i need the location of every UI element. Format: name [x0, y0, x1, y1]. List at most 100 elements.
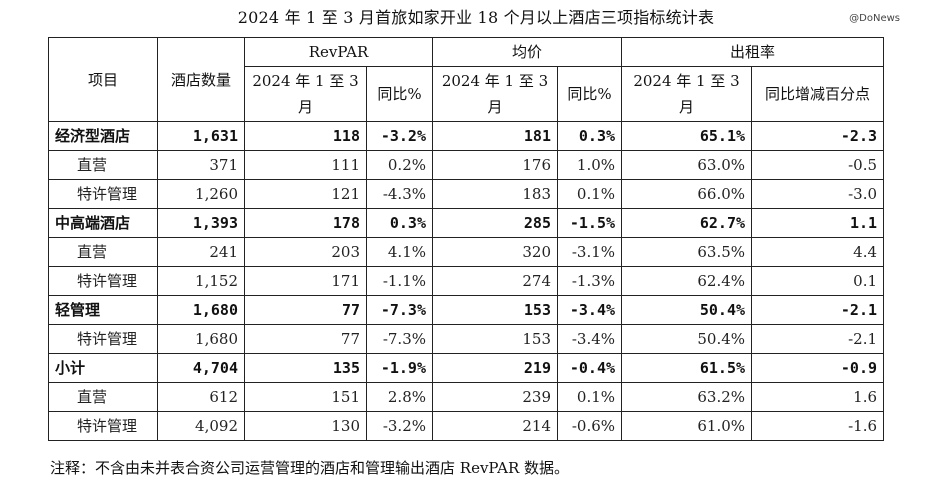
revpar-value-cell: 178	[244, 208, 367, 238]
occupancy-yoy-cell: -2.1	[751, 295, 885, 325]
price-value-cell: 153	[432, 295, 558, 325]
occupancy-value-cell: 50.4%	[621, 295, 753, 325]
occupancy-value-cell: 61.5%	[621, 353, 753, 383]
price-value-cell: 153	[432, 324, 558, 354]
price-yoy-cell: -0.4%	[556, 353, 623, 383]
hotel-count-cell: 241	[157, 237, 245, 267]
hotel-count-cell: 1,680	[157, 324, 245, 354]
revpar-value-cell: 118	[244, 121, 367, 151]
row-name-cell: 轻管理	[48, 295, 158, 325]
hotel-count-cell: 1,680	[157, 295, 245, 325]
header-revpar-period: 2024 年 1 至 3 月	[244, 66, 367, 122]
category-row: 轻管理 1,680 77 -7.3% 153 -3.4% 50.4% -2.1	[48, 295, 885, 325]
occupancy-value-cell: 61.0%	[621, 411, 753, 441]
revpar-yoy-cell: -1.9%	[366, 353, 433, 383]
row-name-cell: 直营	[48, 150, 158, 180]
category-row: 中高端酒店 1,393 178 0.3% 285 -1.5% 62.7% 1.1	[48, 208, 885, 238]
occupancy-yoy-cell: 4.4	[751, 237, 885, 267]
row-name-cell: 特许管理	[48, 179, 158, 209]
revpar-value-cell: 203	[244, 237, 367, 267]
price-yoy-cell: 1.0%	[556, 150, 623, 180]
table-row: 特许管理 4,092 130 -3.2% 214 -0.6% 61.0% -1.6	[48, 411, 885, 441]
table-row: 直营 371 111 0.2% 176 1.0% 63.0% -0.5	[48, 150, 885, 180]
row-name-cell: 特许管理	[48, 324, 158, 354]
occupancy-yoy-cell: 0.1	[751, 266, 885, 296]
table-row: 直营 241 203 4.1% 320 -3.1% 63.5% 4.4	[48, 237, 885, 267]
price-yoy-cell: -3.1%	[556, 237, 623, 267]
hotel-count-cell: 371	[157, 150, 245, 180]
revpar-value-cell: 121	[244, 179, 367, 209]
price-value-cell: 320	[432, 237, 558, 267]
occupancy-value-cell: 63.0%	[621, 150, 753, 180]
revpar-value-cell: 135	[244, 353, 367, 383]
hotel-count-cell: 612	[157, 382, 245, 412]
revpar-value-cell: 151	[244, 382, 367, 412]
row-name-cell: 小计	[48, 353, 158, 383]
revpar-value-cell: 111	[244, 150, 367, 180]
revpar-yoy-cell: -1.1%	[366, 266, 433, 296]
table-row: 直营 612 151 2.8% 239 0.1% 63.2% 1.6	[48, 382, 885, 412]
occupancy-value-cell: 65.1%	[621, 121, 753, 151]
table-row: 特许管理 1,152 171 -1.1% 274 -1.3% 62.4% 0.1	[48, 266, 885, 296]
revpar-yoy-cell: 4.1%	[366, 237, 433, 267]
occupancy-yoy-cell: -0.9	[751, 353, 885, 383]
hotel-count-cell: 1,631	[157, 121, 245, 151]
header-price-period: 2024 年 1 至 3 月	[432, 66, 558, 122]
price-value-cell: 176	[432, 150, 558, 180]
header-occ-period: 2024 年 1 至 3 月	[621, 66, 753, 122]
category-row: 经济型酒店 1,631 118 -3.2% 181 0.3% 65.1% -2.3	[48, 121, 885, 151]
header-occ-yoy: 同比增减百分点	[751, 66, 885, 122]
occupancy-yoy-cell: -2.3	[751, 121, 885, 151]
revpar-yoy-cell: -7.3%	[366, 295, 433, 325]
table-body: 经济型酒店 1,631 118 -3.2% 181 0.3% 65.1% -2.3 直营 371 1…	[48, 121, 885, 441]
hotel-count-cell: 4,704	[157, 353, 245, 383]
revpar-yoy-cell: -3.2%	[366, 411, 433, 441]
occupancy-yoy-cell: -2.1	[751, 324, 885, 354]
price-yoy-cell: -0.6%	[556, 411, 623, 441]
row-name-cell: 直营	[48, 382, 158, 412]
table-title: 2024 年 1 至 3 月首旅如家开业 18 个月以上酒店三项指标统计表	[237, 8, 715, 27]
header-revpar: RevPAR	[244, 37, 433, 67]
header-occupancy: 出租率	[621, 37, 885, 67]
price-value-cell: 239	[432, 382, 558, 412]
category-row: 小计 4,704 135 -1.9% 219 -0.4% 61.5% -0.9	[48, 353, 885, 383]
revpar-yoy-cell: 0.2%	[366, 150, 433, 180]
revpar-value-cell: 171	[244, 266, 367, 296]
row-name-cell: 中高端酒店	[48, 208, 158, 238]
hotel-count-cell: 1,260	[157, 179, 245, 209]
price-value-cell: 219	[432, 353, 558, 383]
header-item: 项目	[48, 37, 158, 122]
occupancy-value-cell: 62.4%	[621, 266, 753, 296]
footnote: 注释：不含由未并表合资公司运营管理的酒店和管理输出酒店 RevPAR 数据。	[50, 459, 570, 477]
revpar-yoy-cell: -7.3%	[366, 324, 433, 354]
header-avg-price: 均价	[431, 37, 623, 67]
revpar-value-cell: 77	[244, 295, 367, 325]
hotel-metrics-table: 项目 酒店数量 RevPAR 均价 出租率 2024 年 1 至 3 月 同比%…	[48, 37, 885, 441]
price-value-cell: 181	[432, 121, 558, 151]
revpar-yoy-cell: 2.8%	[366, 382, 433, 412]
hotel-count-cell: 4,092	[157, 411, 245, 441]
table-row: 特许管理 1,260 121 -4.3% 183 0.1% 66.0% -3.0	[48, 179, 885, 209]
table-row: 特许管理 1,680 77 -7.3% 153 -3.4% 50.4% -2.1	[48, 324, 885, 354]
price-yoy-cell: -3.4%	[556, 295, 623, 325]
revpar-yoy-cell: -3.2%	[366, 121, 433, 151]
occupancy-yoy-cell: -3.0	[751, 179, 885, 209]
row-name-cell: 特许管理	[48, 266, 158, 296]
price-yoy-cell: -1.3%	[556, 266, 623, 296]
header-hotel-count: 酒店数量	[157, 37, 245, 122]
price-yoy-cell: 0.3%	[556, 121, 623, 151]
revpar-value-cell: 77	[244, 324, 367, 354]
occupancy-yoy-cell: 1.6	[751, 382, 885, 412]
watermark-text: @DoNews	[849, 13, 900, 24]
price-value-cell: 274	[432, 266, 558, 296]
hotel-count-cell: 1,152	[157, 266, 245, 296]
header-revpar-yoy: 同比%	[366, 66, 433, 122]
occupancy-yoy-cell: 1.1	[751, 208, 885, 238]
row-name-cell: 直营	[48, 237, 158, 267]
occupancy-value-cell: 63.5%	[621, 237, 753, 267]
occupancy-yoy-cell: -1.6	[751, 411, 885, 441]
price-yoy-cell: -3.4%	[556, 324, 623, 354]
hotel-count-cell: 1,393	[157, 208, 245, 238]
occupancy-value-cell: 66.0%	[621, 179, 753, 209]
occupancy-value-cell: 62.7%	[621, 208, 753, 238]
